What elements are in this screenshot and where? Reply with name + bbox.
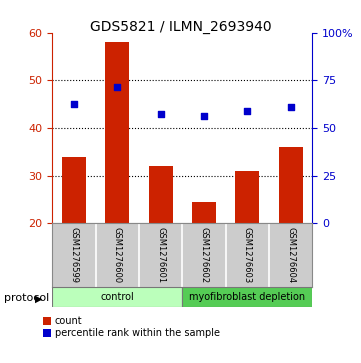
Point (244, 109, 250, 114)
Bar (62, 156, 86, 223)
Point (201, 113, 207, 119)
Bar (235, 171, 259, 223)
Text: GSM1276603: GSM1276603 (243, 227, 252, 283)
Bar (105, 42, 129, 223)
Bar (149, 166, 173, 223)
Text: percentile rank within the sample: percentile rank within the sample (55, 327, 220, 338)
Text: myofibroblast depletion: myofibroblast depletion (189, 292, 305, 302)
Text: GSM1276601: GSM1276601 (156, 227, 165, 283)
Point (114, 85, 120, 90)
Bar (192, 202, 216, 223)
Text: GSM1276600: GSM1276600 (113, 227, 122, 283)
Bar (52, 287, 182, 307)
Text: count: count (55, 316, 83, 326)
Text: GSM1276602: GSM1276602 (200, 227, 208, 283)
Point (288, 103, 293, 109)
Text: GSM1276604: GSM1276604 (286, 227, 295, 283)
Text: control: control (100, 292, 134, 302)
Point (158, 111, 164, 117)
Text: GDS5821 / ILMN_2693940: GDS5821 / ILMN_2693940 (90, 20, 271, 34)
Text: protocol: protocol (4, 293, 49, 303)
Point (71, 101, 77, 107)
Bar (182, 287, 312, 307)
Text: ▶: ▶ (35, 293, 43, 303)
Text: GSM1276599: GSM1276599 (70, 227, 78, 283)
Bar (279, 147, 303, 223)
